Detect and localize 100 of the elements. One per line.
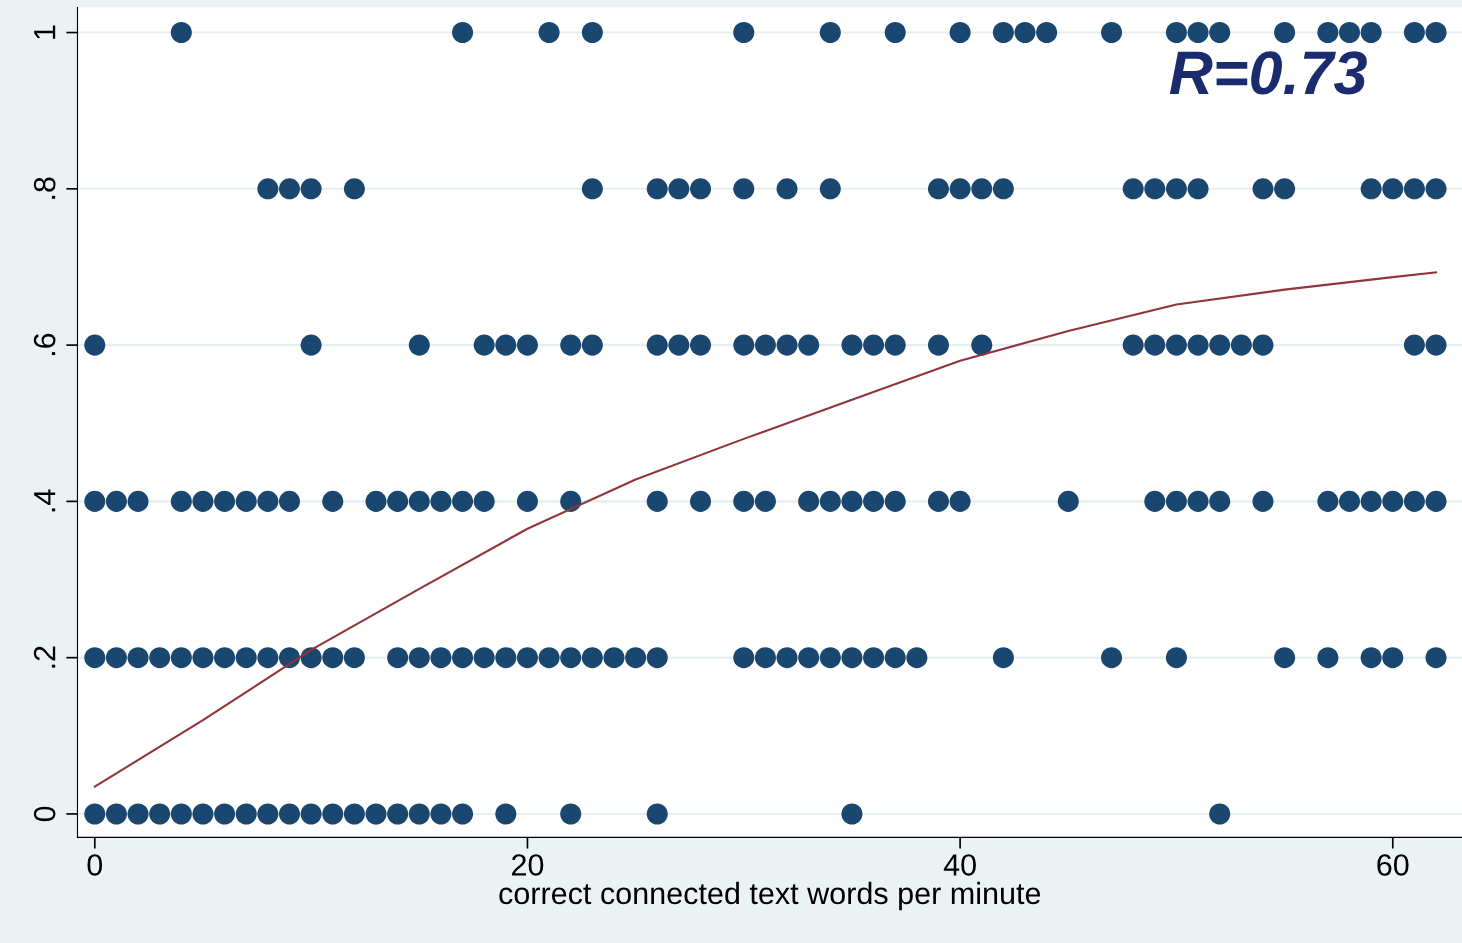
point: [473, 334, 495, 356]
point: [149, 647, 171, 669]
point: [1144, 178, 1166, 200]
point: [452, 803, 474, 825]
point: [214, 647, 236, 669]
point: [1338, 490, 1361, 512]
point: [84, 334, 106, 356]
point: [300, 178, 322, 200]
point: [127, 647, 149, 669]
point: [1425, 22, 1447, 44]
point: [170, 803, 192, 825]
point: [1274, 22, 1296, 44]
point: [343, 803, 365, 825]
point: [495, 334, 517, 356]
point: [733, 22, 755, 44]
point: [646, 647, 668, 669]
point: [257, 490, 279, 512]
point: [473, 647, 495, 669]
point: [1187, 334, 1209, 356]
point: [906, 647, 928, 669]
point: [516, 490, 538, 512]
point: [430, 490, 452, 512]
point: [1165, 178, 1187, 200]
point: [927, 178, 950, 200]
point: [819, 490, 841, 512]
point: [971, 334, 993, 356]
point: [754, 334, 776, 356]
point: [863, 647, 885, 669]
point: [776, 178, 798, 200]
point: [322, 647, 344, 669]
point: [1360, 178, 1382, 200]
point: [1187, 490, 1209, 512]
point: [646, 490, 668, 512]
point: [365, 490, 387, 512]
point: [300, 334, 322, 356]
point: [819, 647, 841, 669]
point: [1165, 490, 1187, 512]
point: [581, 334, 603, 356]
point: [884, 334, 906, 356]
point: [949, 178, 971, 200]
point: [408, 803, 430, 825]
point: [343, 178, 365, 200]
point: [949, 22, 971, 44]
point: [170, 490, 192, 512]
point: [733, 178, 755, 200]
point: [214, 803, 236, 825]
point: [452, 647, 474, 669]
point: [538, 22, 560, 44]
point: [1122, 334, 1144, 356]
point: [1144, 334, 1166, 356]
point: [992, 647, 1014, 669]
point: [1425, 178, 1447, 200]
point: [1101, 647, 1123, 669]
x-axis-title: correct connected text words per minute: [499, 881, 1041, 911]
point: [430, 803, 452, 825]
point: [149, 803, 171, 825]
point: [387, 803, 409, 825]
point: [1338, 22, 1361, 44]
point: [798, 334, 820, 356]
point: [625, 647, 647, 669]
point: [841, 647, 863, 669]
point: [1057, 490, 1079, 512]
point: [1317, 490, 1339, 512]
point: [1317, 22, 1339, 44]
point: [192, 803, 214, 825]
point: [1101, 22, 1123, 44]
point: [668, 178, 690, 200]
point: [1360, 490, 1382, 512]
point: [1209, 803, 1231, 825]
point: [1209, 334, 1231, 356]
point: [1425, 334, 1447, 356]
point: [84, 647, 106, 669]
point: [1014, 22, 1036, 44]
point: [495, 647, 517, 669]
point: [581, 647, 603, 669]
point: [322, 803, 344, 825]
x-tick-label: 20: [512, 854, 544, 876]
point: [278, 490, 301, 512]
point: [776, 647, 798, 669]
point: [949, 490, 971, 512]
x-tick-label: 0: [87, 854, 103, 876]
point: [884, 490, 906, 512]
y-tick-label: 0: [33, 806, 56, 822]
point: [235, 490, 257, 512]
point: [971, 178, 993, 200]
point: [733, 334, 755, 356]
y-tick-label: .8: [33, 177, 56, 199]
point: [884, 22, 906, 44]
point: [863, 490, 885, 512]
point: [646, 803, 668, 825]
point: [668, 334, 690, 356]
point: [365, 803, 387, 825]
point: [689, 490, 712, 512]
point: [646, 178, 668, 200]
point: [408, 334, 430, 356]
point: [452, 490, 474, 512]
point: [819, 22, 841, 44]
point: [387, 490, 409, 512]
point: [452, 22, 474, 44]
y-tick-label: 1: [34, 25, 56, 39]
